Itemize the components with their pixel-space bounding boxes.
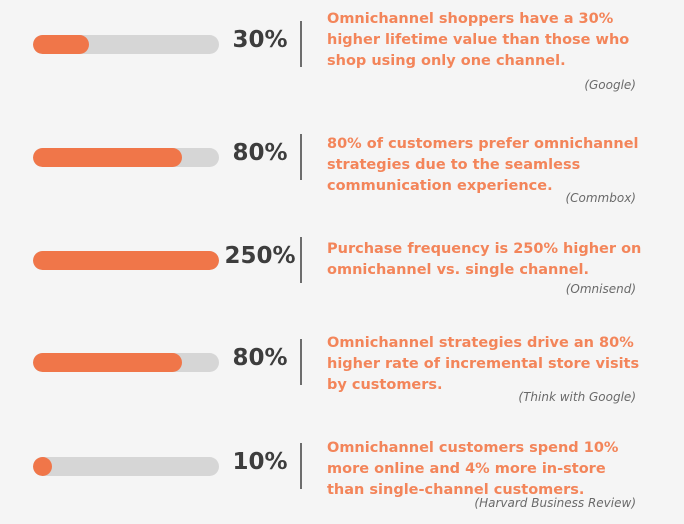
description-line: communication experience. [327, 178, 553, 194]
description-line: more online and 4% more in-store [327, 461, 606, 477]
progress-track [33, 353, 219, 372]
description-line: higher lifetime value than those who [327, 32, 630, 48]
stat-description: Omnichannel strategies drive an 80% highe… [327, 333, 657, 396]
stat-source: (Commbox) [565, 191, 636, 205]
stat-source: (Think with Google) [518, 390, 636, 404]
percentage-value: 10% [232, 449, 288, 475]
description-line: than single-channel customers. [327, 482, 585, 498]
progress-fill [33, 148, 182, 167]
divider [300, 339, 302, 385]
stat-source: (Harvard Business Review) [474, 496, 636, 510]
progress-track [33, 35, 219, 54]
description-line: shop using only one channel. [327, 53, 566, 69]
description-line: strategies due to the seamless [327, 157, 581, 173]
description-line: by customers. [327, 377, 443, 393]
progress-fill [33, 35, 89, 54]
description-line: Omnichannel strategies drive an 80% [327, 335, 634, 351]
stat-description: Purchase frequency is 250% higher on omni… [327, 239, 657, 281]
progress-fill [33, 457, 52, 476]
divider [300, 237, 302, 283]
stat-source: (Google) [584, 78, 636, 92]
stat-description: Omnichannel customers spend 10% more onli… [327, 438, 657, 501]
percentage-value: 80% [232, 345, 288, 371]
description-line: Omnichannel customers spend 10% [327, 440, 619, 456]
stat-description: 80% of customers prefer omnichannel strat… [327, 134, 657, 197]
description-line: Purchase frequency is 250% higher on [327, 241, 642, 257]
description-line: 80% of customers prefer omnichannel [327, 136, 639, 152]
divider [300, 134, 302, 180]
description-line: Omnichannel shoppers have a 30% [327, 11, 614, 27]
divider [300, 21, 302, 67]
progress-fill [33, 251, 219, 270]
description-line: omnichannel vs. single channel. [327, 262, 590, 278]
progress-track [33, 457, 219, 476]
divider [300, 443, 302, 489]
stat-source: (Omnisend) [565, 282, 636, 296]
progress-track [33, 148, 219, 167]
stat-description: Omnichannel shoppers have a 30% higher li… [327, 9, 657, 72]
percentage-value: 80% [232, 140, 288, 166]
percentage-value: 30% [232, 27, 288, 53]
percentage-value: 250% [224, 243, 296, 269]
progress-fill [33, 353, 182, 372]
description-line: higher rate of incremental store visits [327, 356, 640, 372]
progress-track [33, 251, 219, 270]
